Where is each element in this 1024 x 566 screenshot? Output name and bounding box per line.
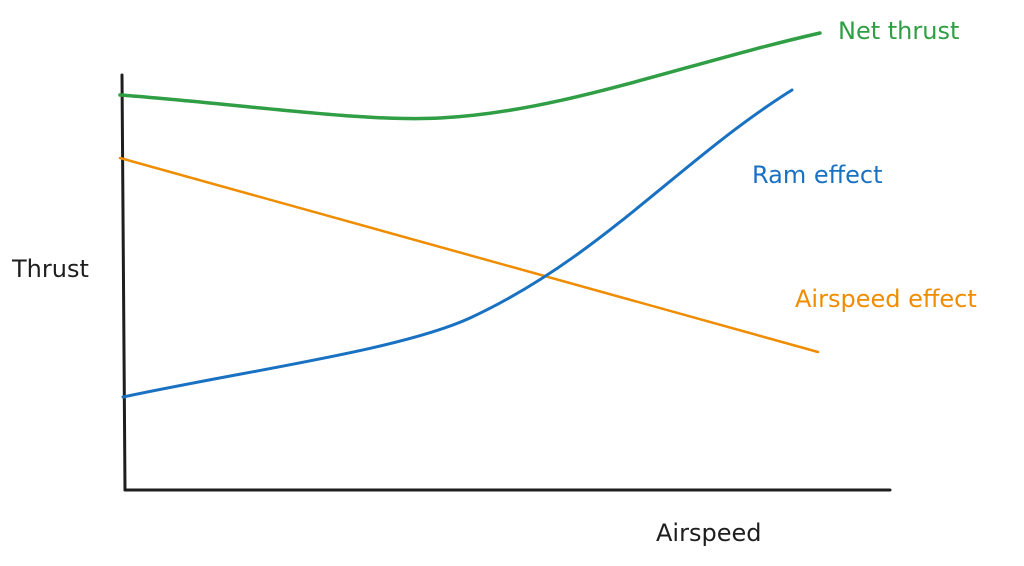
- y-axis-label: Thrust: [11, 255, 89, 283]
- y-axis: [120, 73, 127, 492]
- curve-label: Airspeed effect: [795, 285, 977, 313]
- curve-label: Ram effect: [752, 161, 883, 189]
- x-axis-label: Airspeed: [656, 519, 761, 547]
- net-thrust-curve: [118, 31, 822, 121]
- curve-label: Net thrust: [838, 17, 959, 45]
- ram-effect-curve: [121, 88, 794, 399]
- airspeed-effect-curve: [118, 156, 820, 354]
